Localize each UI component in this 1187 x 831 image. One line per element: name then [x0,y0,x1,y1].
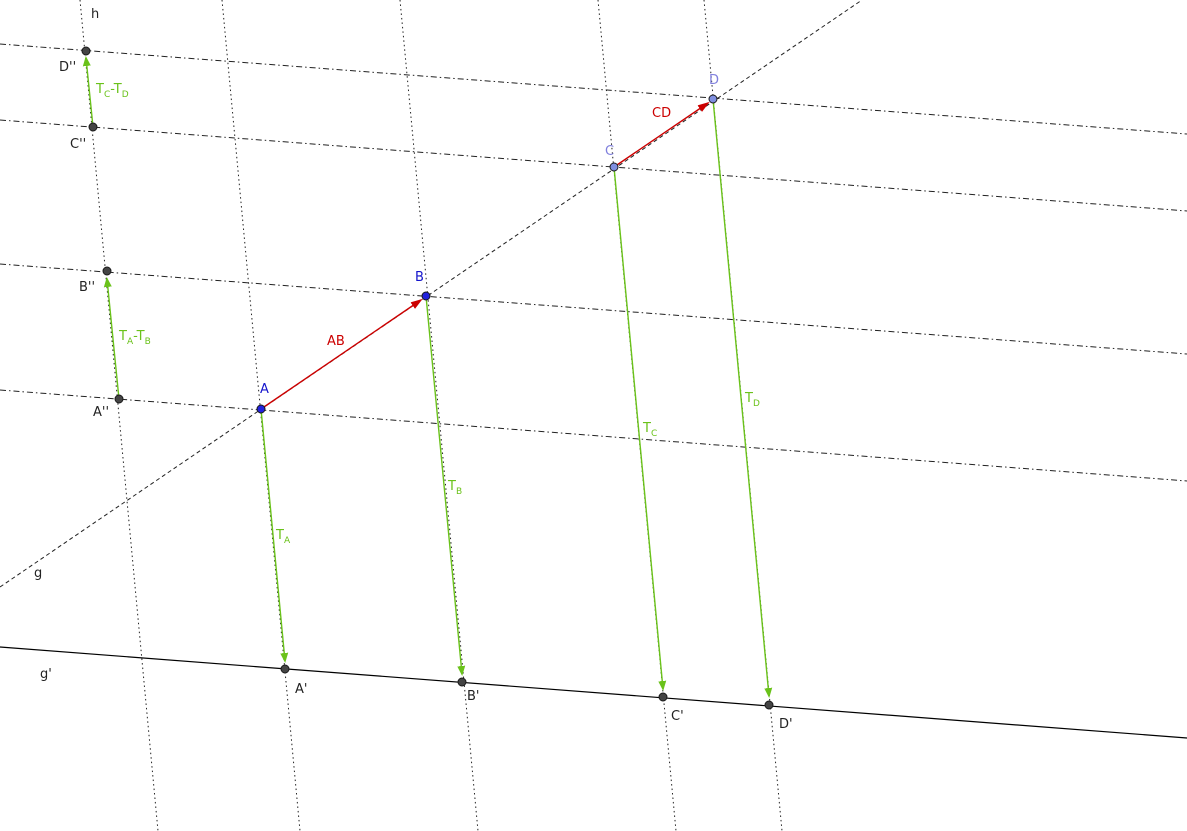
point-a-dd[interactable] [114,394,124,404]
vector-cd[interactable] [613,101,710,168]
points [81,46,774,710]
line-g-prime[interactable] [0,646,1187,739]
point-c[interactable] [609,162,619,172]
point-d[interactable] [708,94,718,104]
line-g[interactable] [0,0,863,588]
label-d-dd: D'' [59,60,76,75]
point-c-prime[interactable] [658,692,668,702]
label-ta-tb: TA-TB [118,329,151,347]
point-b[interactable] [421,291,431,301]
point-a[interactable] [256,404,266,414]
label-tc-td: TC-TD [95,82,129,100]
label-b: B [415,270,424,285]
vector-ta[interactable] [260,408,289,663]
vector-tc-td[interactable] [82,56,94,128]
point-c-dd[interactable] [88,122,98,132]
dashdot-line-d[interactable] [0,43,1187,135]
label-b-dd: B'' [79,280,95,295]
vector-tb[interactable] [425,295,466,676]
dashdot-line-c[interactable] [0,119,1187,212]
label-c-dd: C'' [70,137,86,152]
label-a: A [260,382,269,397]
label-d-prime: D' [779,717,793,732]
point-b-prime[interactable] [457,677,467,687]
green-vectors [82,56,773,698]
label-c: C [605,144,614,159]
point-b-dd[interactable] [102,266,112,276]
dashdot-line-a[interactable] [0,389,1187,482]
label-td: TD [744,391,760,409]
label-tc: TC [642,421,657,439]
label-tb: TB [447,479,462,497]
dotted-line-b[interactable] [399,0,479,831]
label-cd: CD [652,106,671,121]
label-c-prime: C' [671,709,684,724]
point-d-dd[interactable] [81,46,91,56]
point-d-prime[interactable] [764,700,774,710]
label-ta: TA [275,528,291,546]
label-h: h [91,7,99,22]
vector-ta-tb[interactable] [103,277,120,400]
label-g-prime: g' [40,667,52,682]
label-b-prime: B' [467,689,480,704]
vector-ab[interactable] [260,298,423,410]
label-a-dd: A'' [93,405,109,420]
vector-tc[interactable] [613,166,667,691]
label-ab: AB [327,334,345,349]
label-d: D [709,73,719,88]
point-a-prime[interactable] [280,664,290,674]
label-g: g [34,566,42,581]
red-vectors [260,101,710,410]
dashdot-line-b[interactable] [0,263,1187,355]
dash-dot-lines [0,43,1187,482]
vector-td[interactable] [712,98,773,698]
label-a-prime: A' [295,682,307,697]
